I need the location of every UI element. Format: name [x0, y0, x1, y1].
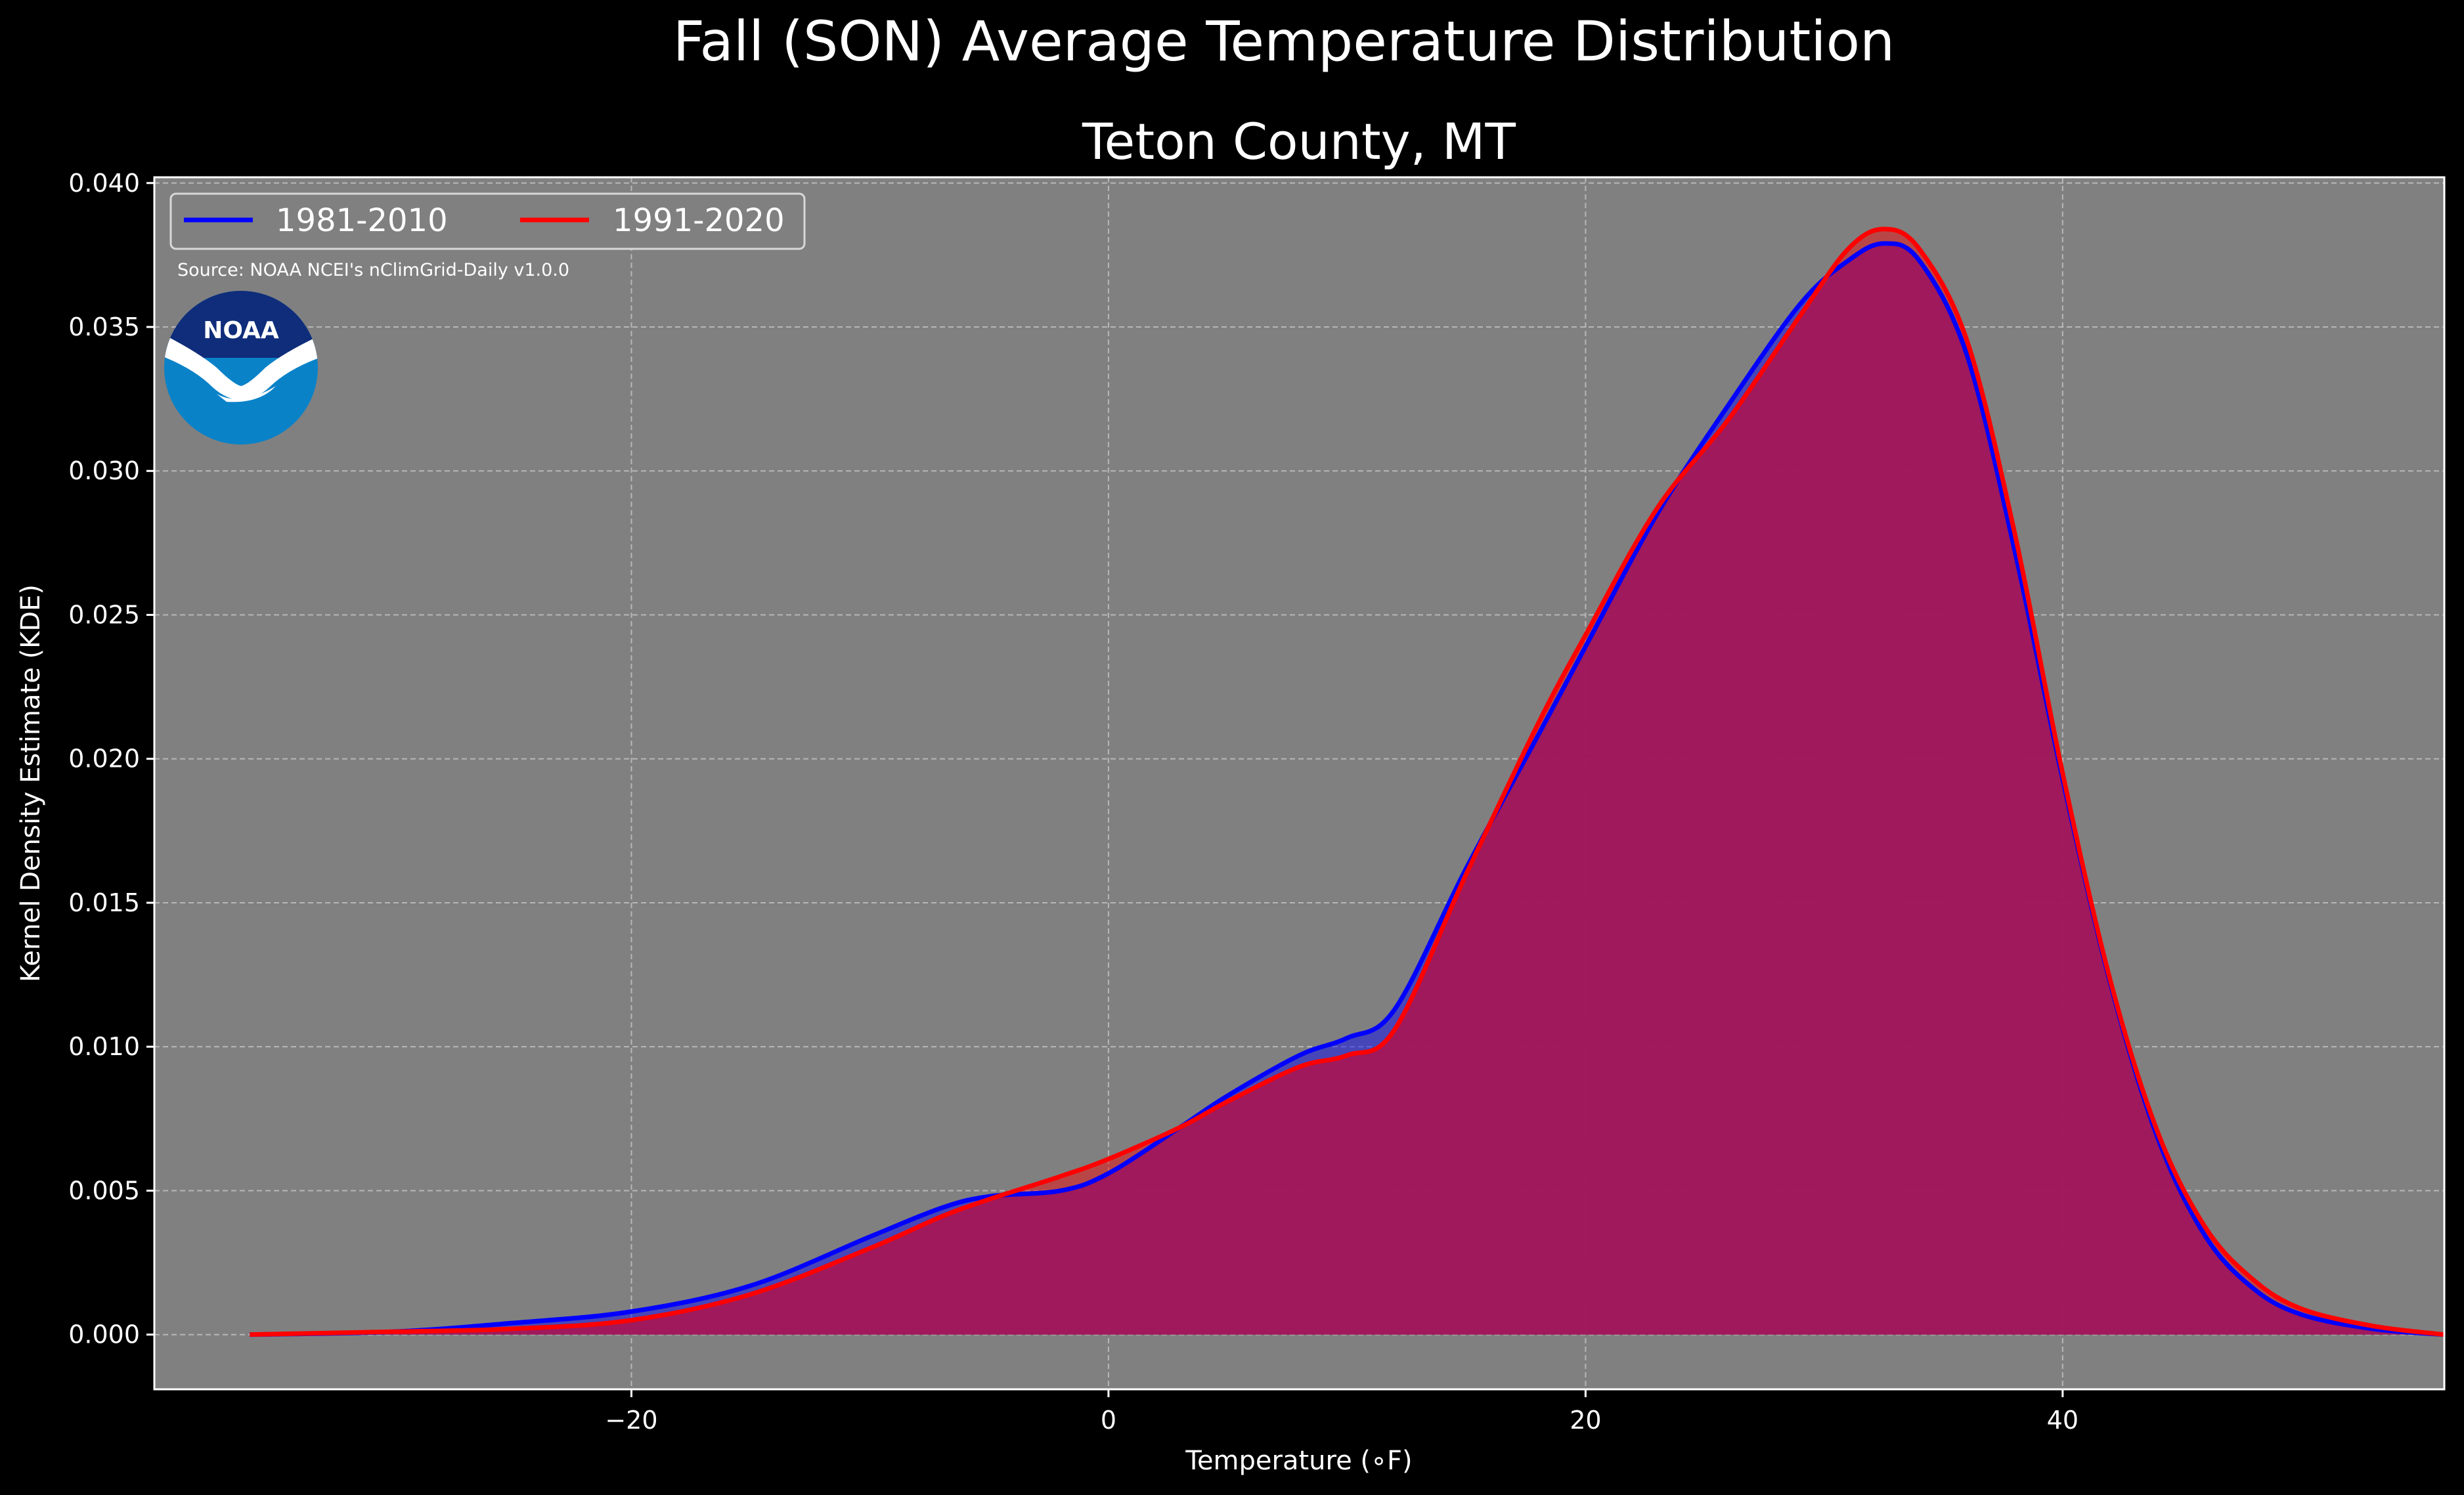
legend-label-1981-2010: 1981-2010 [276, 202, 448, 239]
chart-title: Teton County, MT [1082, 112, 1516, 171]
y-tick-label: 0.015 [68, 888, 140, 917]
x-tick-label: −20 [605, 1406, 657, 1435]
series-fills [250, 228, 2444, 1335]
y-tick-label: 0.030 [68, 456, 140, 485]
y-tick-label: 0.035 [68, 313, 140, 341]
y-tick-label: 0.040 [68, 169, 140, 198]
chart-suptitle: Fall (SON) Average Temperature Distribut… [673, 9, 1895, 74]
legend-label-1991-2020: 1991-2020 [613, 202, 785, 239]
legend-box [169, 192, 806, 250]
x-axis-label: Temperature (∘F) [1185, 1446, 1412, 1476]
y-tick-label: 0.010 [68, 1032, 140, 1061]
series-line-1991-2020 [250, 227, 2445, 1337]
noaa-logo: NOAA [164, 291, 318, 444]
y-axis-ticks: 0.000 0.005 0.010 0.015 0.020 0.025 0.030 0.035… [68, 169, 154, 1349]
x-tick-label: 20 [1570, 1406, 1601, 1435]
plot-frame [153, 176, 2446, 1391]
overlap-fill [250, 243, 2444, 1335]
x-tick-label: 0 [1101, 1406, 1116, 1435]
noaa-logo-text: NOAA [203, 317, 279, 344]
y-tick-label: 0.000 [68, 1320, 140, 1349]
y-tick-label: 0.020 [68, 745, 140, 773]
y-axis-label: Kernel Density Estimate (KDE) [16, 584, 46, 982]
x-axis-ticks: −20 0 20 40 [605, 1389, 2079, 1435]
source-note: Source: NOAA NCEI's nClimGrid-Daily v1.0… [177, 260, 569, 280]
x-tick-label: 40 [2047, 1406, 2079, 1435]
legend: 1981-2010 1991-2020 [169, 192, 806, 250]
y-tick-label: 0.025 [68, 600, 140, 629]
y-tick-label: 0.005 [68, 1176, 140, 1205]
series-lines [250, 227, 2445, 1337]
